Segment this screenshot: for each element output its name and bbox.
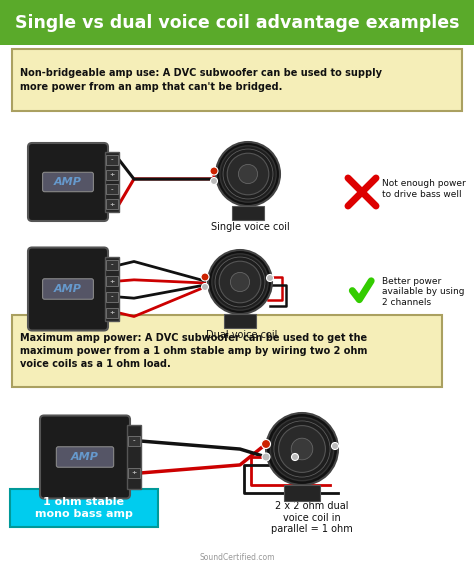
Text: +: + (131, 471, 137, 476)
Circle shape (292, 454, 299, 460)
FancyBboxPatch shape (10, 489, 158, 527)
Circle shape (216, 142, 280, 206)
FancyBboxPatch shape (105, 257, 119, 321)
FancyBboxPatch shape (127, 425, 141, 489)
Text: +: + (109, 172, 115, 177)
Text: Dual voice coil: Dual voice coil (206, 330, 278, 340)
FancyBboxPatch shape (43, 172, 93, 192)
Text: Better power
available by using
2 channels: Better power available by using 2 channe… (382, 277, 465, 307)
FancyBboxPatch shape (284, 485, 320, 501)
FancyBboxPatch shape (12, 49, 462, 111)
FancyBboxPatch shape (106, 260, 118, 270)
Circle shape (230, 272, 250, 291)
Text: AMP: AMP (71, 452, 99, 462)
FancyBboxPatch shape (128, 468, 140, 478)
FancyBboxPatch shape (232, 206, 264, 221)
Circle shape (220, 146, 276, 202)
FancyBboxPatch shape (12, 315, 442, 387)
Text: Single voice coil: Single voice coil (210, 222, 289, 232)
Circle shape (262, 453, 270, 461)
Circle shape (270, 417, 334, 481)
Circle shape (219, 261, 261, 303)
Text: -: - (111, 187, 113, 192)
Text: +: + (109, 310, 115, 315)
Text: AMP: AMP (54, 177, 82, 187)
Circle shape (266, 274, 273, 281)
FancyBboxPatch shape (106, 200, 118, 209)
Circle shape (201, 273, 209, 281)
Text: Maximum amp power: A DVC subwoofer can be used to get the
maximum power from a 1: Maximum amp power: A DVC subwoofer can b… (20, 333, 367, 369)
Circle shape (227, 153, 269, 195)
Text: +: + (109, 202, 115, 207)
Circle shape (279, 426, 325, 472)
Text: -: - (111, 294, 113, 299)
Circle shape (208, 250, 272, 314)
Text: SoundCertified.com: SoundCertified.com (199, 552, 275, 561)
Circle shape (212, 254, 268, 310)
Text: +: + (109, 278, 115, 284)
FancyBboxPatch shape (105, 153, 119, 211)
Circle shape (291, 438, 313, 460)
Circle shape (201, 284, 209, 290)
Circle shape (262, 439, 271, 448)
Text: Single vs dual voice coil advantage examples: Single vs dual voice coil advantage exam… (15, 14, 459, 32)
FancyBboxPatch shape (28, 143, 108, 221)
FancyBboxPatch shape (106, 276, 118, 286)
FancyBboxPatch shape (0, 0, 474, 45)
FancyBboxPatch shape (106, 184, 118, 194)
FancyBboxPatch shape (106, 308, 118, 318)
Text: Non-bridgeable amp use: A DVC subwoofer can be used to supply
more power from an: Non-bridgeable amp use: A DVC subwoofer … (20, 69, 382, 92)
Text: 1 ohm stable
mono bass amp: 1 ohm stable mono bass amp (35, 497, 133, 519)
Circle shape (238, 164, 257, 184)
FancyBboxPatch shape (56, 447, 114, 467)
Text: AMP: AMP (54, 284, 82, 294)
FancyBboxPatch shape (40, 416, 130, 498)
FancyBboxPatch shape (106, 155, 118, 164)
FancyBboxPatch shape (106, 170, 118, 180)
Text: 2 x 2 ohm dual
voice coil in
parallel = 1 ohm: 2 x 2 ohm dual voice coil in parallel = … (271, 501, 353, 534)
Circle shape (210, 167, 218, 175)
FancyBboxPatch shape (106, 292, 118, 302)
FancyBboxPatch shape (28, 248, 108, 331)
FancyBboxPatch shape (43, 279, 93, 299)
Text: Not enough power
to drive bass well: Not enough power to drive bass well (382, 179, 466, 198)
Text: -: - (111, 157, 113, 162)
Text: -: - (133, 438, 135, 443)
Circle shape (266, 413, 338, 485)
Text: -: - (111, 263, 113, 268)
FancyBboxPatch shape (224, 314, 256, 328)
Circle shape (331, 442, 338, 450)
Circle shape (210, 177, 218, 184)
FancyBboxPatch shape (128, 436, 140, 446)
